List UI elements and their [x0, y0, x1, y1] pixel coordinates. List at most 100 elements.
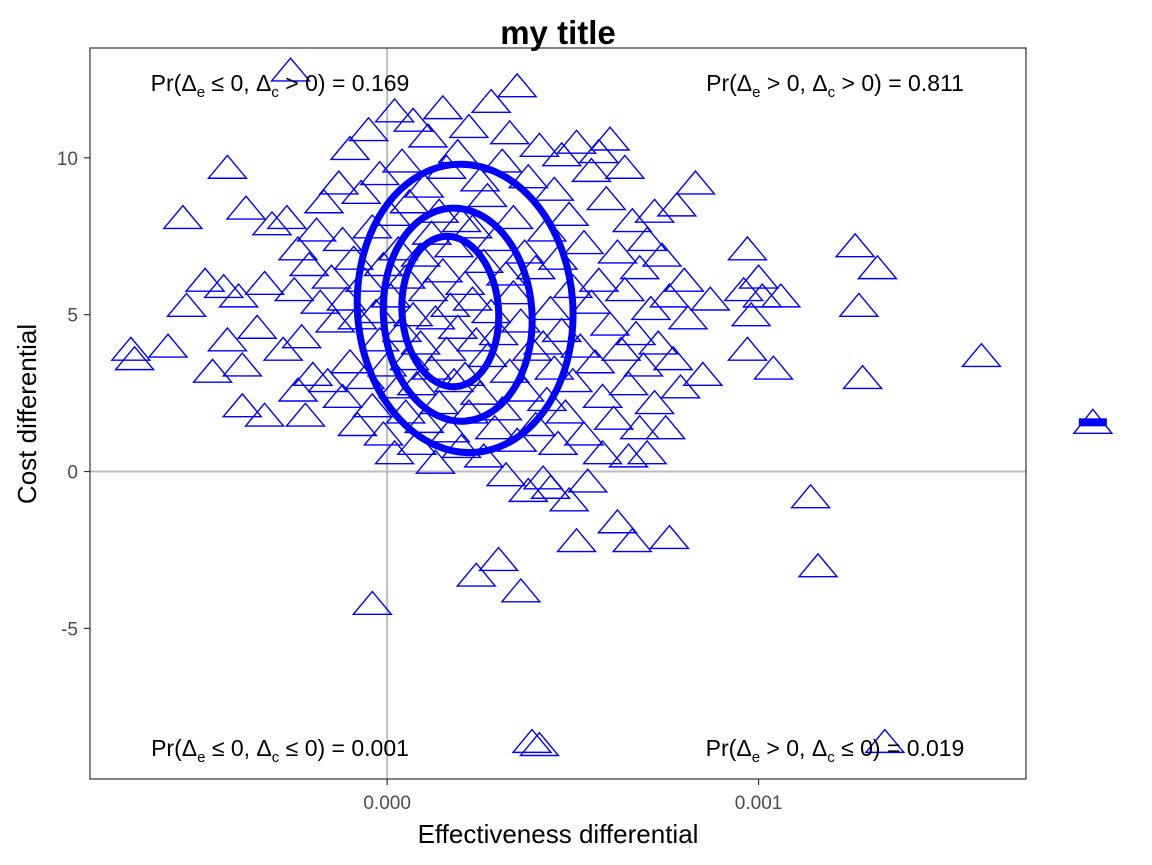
data-point-124	[496, 72, 538, 98]
data-point-173	[596, 508, 638, 534]
data-point-148	[541, 141, 583, 167]
data-point-163	[574, 348, 616, 374]
data-point-38	[329, 348, 371, 374]
data-point-131	[507, 163, 549, 189]
data-point-188	[634, 198, 676, 223]
data-point-194	[648, 282, 690, 308]
data-point-80	[414, 449, 456, 474]
data-point-106	[463, 248, 505, 274]
data-point-28	[296, 217, 338, 242]
data-point-18	[262, 336, 304, 361]
x-tick-label-1: 0.001	[735, 793, 783, 814]
data-point-84	[422, 257, 464, 283]
data-point-52	[359, 160, 401, 186]
data-point-199	[667, 304, 709, 330]
data-point-213	[834, 232, 876, 258]
marks-layer	[90, 48, 1114, 779]
data-point-10	[218, 282, 260, 308]
data-point-136	[518, 731, 560, 757]
data-point-19	[266, 204, 308, 230]
y-axis-title: Cost differential	[12, 324, 42, 504]
data-point-76	[407, 276, 449, 302]
data-point-31	[307, 367, 349, 393]
data-point-190	[637, 330, 679, 355]
data-point-159	[563, 421, 605, 446]
data-point-7	[206, 154, 248, 179]
data-point-23	[277, 235, 319, 261]
chart-title: my title	[500, 14, 616, 51]
data-point-187	[630, 295, 672, 321]
data-point-61	[377, 235, 419, 261]
data-point-108	[466, 182, 508, 208]
data-point-210	[760, 282, 802, 308]
data-point-27	[292, 361, 334, 387]
data-point-21	[273, 276, 315, 302]
data-point-96	[444, 270, 486, 296]
plot-panel-border	[89, 47, 1027, 780]
data-point-152	[548, 486, 590, 512]
data-point-214	[838, 292, 880, 317]
data-point-189	[634, 389, 676, 415]
data-point-183	[619, 414, 661, 440]
data-point-171	[593, 405, 635, 430]
data-point-8	[203, 273, 245, 299]
data-point-58	[374, 439, 416, 465]
data-point-156	[556, 129, 598, 154]
data-point-9	[206, 326, 248, 352]
data-point-77	[407, 122, 449, 148]
annotation-top-left: Pr(Δe ≤ 0, Δc > 0) = 0.169	[151, 70, 410, 101]
data-point-201	[682, 361, 724, 387]
data-point-35	[322, 383, 364, 408]
data-point-25	[284, 402, 326, 427]
data-point-144	[533, 176, 575, 201]
data-point-24	[281, 323, 323, 349]
data-point-17	[251, 210, 293, 236]
data-point-123	[492, 279, 534, 305]
data-point-114	[478, 546, 520, 572]
data-point-47	[351, 392, 393, 418]
data-point-167	[582, 439, 624, 465]
data-point-91	[433, 367, 475, 393]
x-tick-label-0: 0.000	[363, 793, 411, 814]
data-point-218	[960, 342, 1002, 368]
data-point-142	[530, 295, 572, 321]
data-point-29	[299, 289, 341, 314]
data-point-86	[426, 336, 468, 361]
data-point-184	[622, 351, 664, 377]
data-point-151	[548, 201, 590, 226]
data-point-102	[455, 562, 497, 587]
data-point-74	[403, 173, 445, 198]
data-point-178	[608, 370, 650, 396]
data-point-181	[615, 320, 657, 346]
data-point-22	[277, 377, 319, 402]
data-point-217	[864, 728, 906, 754]
data-point-155	[556, 527, 598, 553]
data-point-66	[388, 345, 430, 371]
data-point-212	[797, 552, 839, 578]
data-point-1	[114, 345, 156, 371]
data-point-192	[645, 414, 687, 440]
data-point-6	[192, 358, 234, 383]
data-point-15	[244, 402, 286, 427]
data-point-215	[842, 364, 884, 390]
data-point-85	[422, 94, 464, 120]
data-point-101	[452, 213, 494, 239]
data-point-161	[570, 157, 612, 183]
data-point-110	[470, 88, 512, 114]
data-point-193	[648, 524, 690, 550]
data-point-88	[429, 417, 471, 443]
data-point-122	[492, 204, 534, 230]
data-point-41	[336, 411, 378, 437]
data-point-121	[489, 358, 531, 383]
data-point-69	[392, 107, 434, 132]
data-point-176	[604, 276, 646, 302]
data-point-32	[310, 264, 352, 289]
data-point-205	[726, 235, 768, 261]
data-point-126	[500, 577, 542, 603]
data-point-105	[459, 380, 501, 405]
data-point-211	[790, 483, 832, 509]
x-axis-title: Effectiveness differential	[418, 819, 699, 849]
data-point-0	[110, 336, 152, 361]
data-point-81	[414, 304, 456, 330]
data-point-36	[322, 226, 364, 252]
